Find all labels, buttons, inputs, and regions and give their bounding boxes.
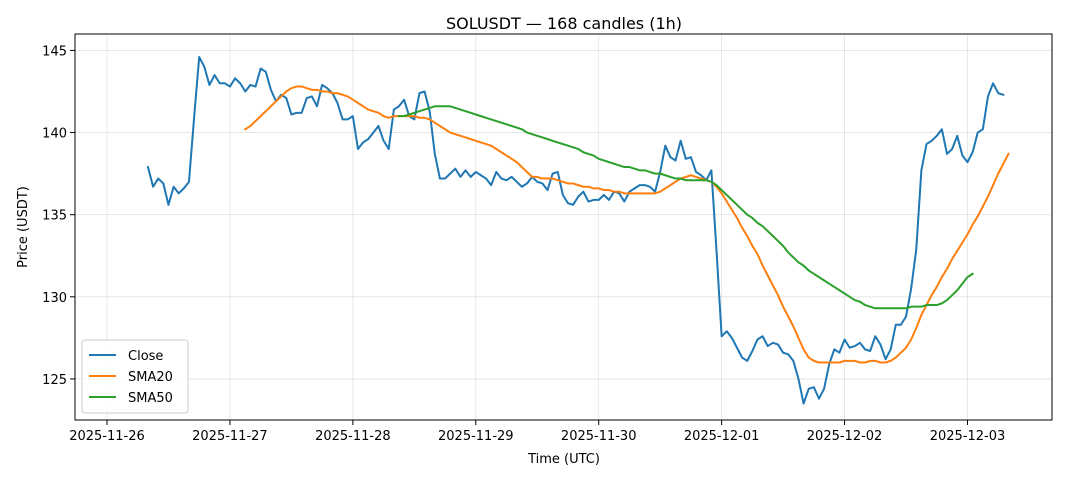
x-tick-label: 2025-11-28 [315, 429, 391, 444]
chart-title: SOLUSDT — 168 candles (1h) [446, 14, 682, 33]
x-tick-label: 2025-11-30 [561, 429, 637, 444]
x-tick-label: 2025-12-03 [930, 429, 1006, 444]
x-axis: 2025-11-26 2025-11-27 2025-11-28 2025-11-29… [69, 420, 1005, 444]
series-layer [146, 56, 1010, 405]
legend-label-close: Close [128, 349, 163, 364]
y-axis-title: Price (USDT) [16, 186, 31, 268]
x-tick-label: 2025-11-29 [438, 429, 514, 444]
y-tick-label: 145 [42, 44, 67, 59]
legend-box [81, 339, 189, 414]
legend: Close SMA20 SMA50 [81, 339, 189, 414]
series-line-sma50 [397, 105, 974, 310]
grid [75, 34, 1052, 420]
series-line-sma20 [243, 85, 1010, 364]
y-tick-label: 135 [42, 209, 67, 224]
x-tick-label: 2025-12-02 [807, 429, 883, 444]
x-tick-label: 2025-11-27 [192, 429, 268, 444]
series-line-close [146, 56, 1005, 405]
legend-label-sma20: SMA20 [128, 370, 173, 385]
y-tick-label: 140 [42, 127, 67, 142]
x-tick-label: 2025-11-26 [69, 429, 145, 444]
legend-label-sma50: SMA50 [128, 391, 173, 406]
x-tick-label: 2025-12-01 [684, 429, 760, 444]
plot-frame [74, 33, 1053, 421]
y-tick-label: 130 [42, 291, 67, 306]
y-tick-label: 125 [42, 373, 67, 388]
y-axis: 125 130 135 140 145 [42, 44, 75, 388]
x-axis-title: Time (UTC) [527, 452, 600, 467]
